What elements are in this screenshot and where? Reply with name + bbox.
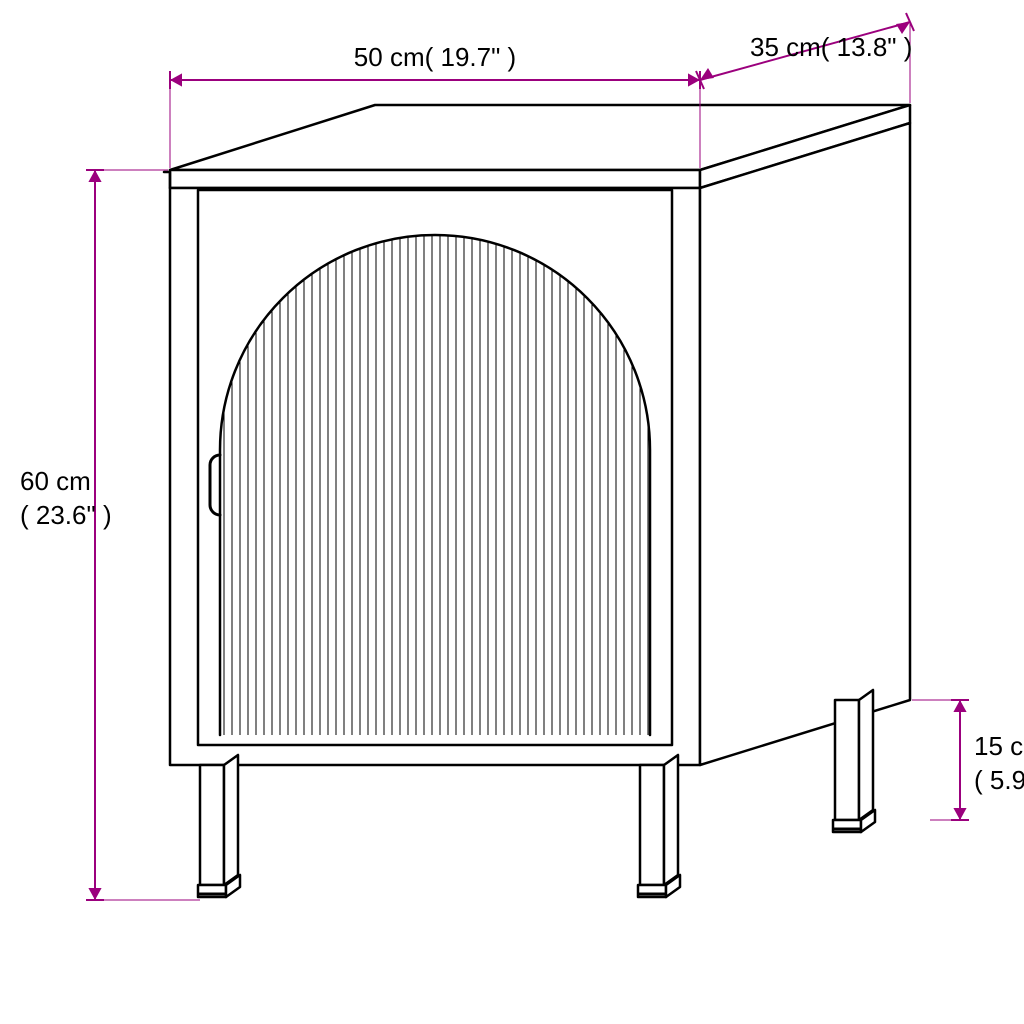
dimension-label-leg: 15 cm( 5.9" ) [974, 731, 1024, 795]
dimension-label: 50 cm( 19.7" ) [354, 42, 516, 72]
dimension-label-height: 60 cm( 23.6" ) [20, 466, 112, 530]
dimension-label: 35 cm( 13.8" ) [750, 32, 912, 62]
